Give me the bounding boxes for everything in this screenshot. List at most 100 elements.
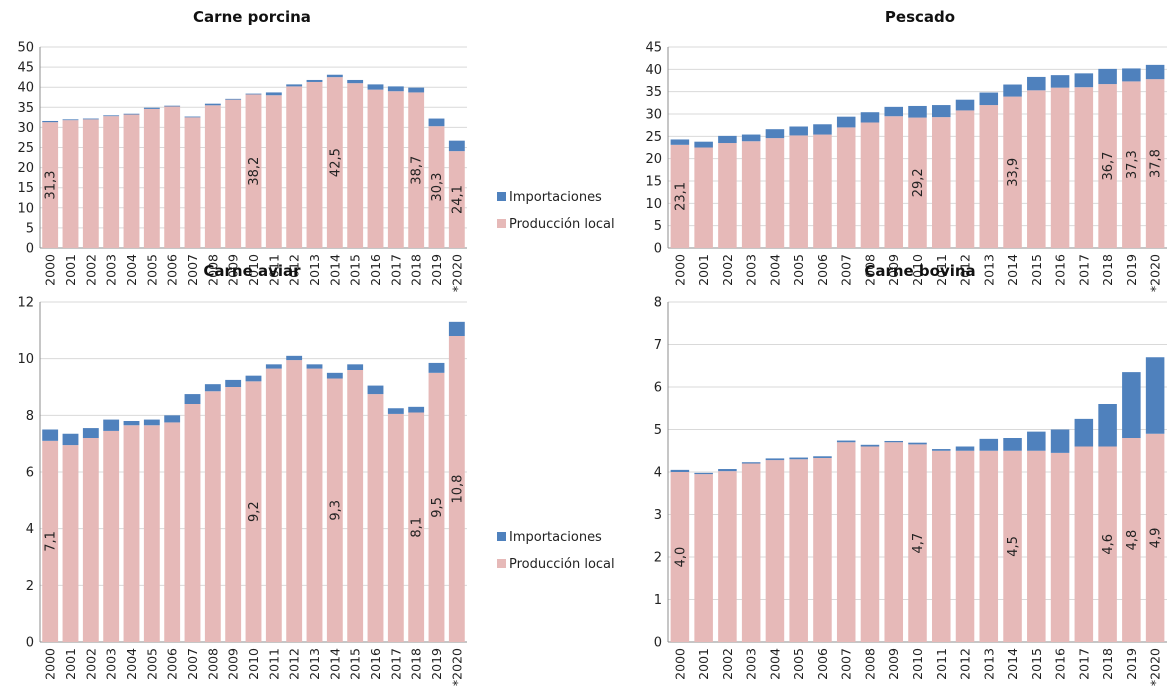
bar-importaciones	[42, 120, 59, 123]
x-tick-label: 2007	[839, 648, 854, 680]
y-tick-label: 20	[645, 152, 662, 167]
data-label: 10,8	[450, 475, 465, 504]
bar-produccion-local	[62, 445, 79, 642]
x-tick-label: 2011	[934, 648, 949, 680]
data-label: 37,3	[1125, 150, 1140, 179]
bar-produccion-local	[62, 120, 79, 248]
bar-produccion-local	[286, 86, 303, 248]
x-tick-label: 2016	[1053, 254, 1068, 286]
bar-produccion-local	[670, 144, 690, 248]
bar-produccion-local	[813, 134, 832, 248]
bar-produccion-local	[1098, 84, 1117, 248]
bar-produccion-local	[103, 116, 120, 248]
data-label: 31,3	[44, 171, 59, 200]
x-tick-label: *2020	[1148, 648, 1163, 686]
bar-produccion-local	[908, 117, 927, 248]
bar-importaciones	[1098, 68, 1117, 85]
legend-bottom: Importaciones Producción local	[497, 530, 615, 572]
x-tick-label: 2001	[696, 648, 711, 680]
legend-swatch-importaciones	[497, 192, 506, 201]
bar-produccion-local	[42, 440, 59, 642]
bar-produccion-local	[718, 143, 737, 248]
y-tick-label: 6	[26, 466, 34, 481]
bar-importaciones	[143, 107, 160, 109]
y-tick-label: 2	[26, 579, 34, 594]
y-tick-label: 5	[654, 219, 662, 234]
data-label: 4,6	[1101, 534, 1116, 555]
bar-importaciones	[184, 394, 201, 404]
x-tick-label: *2020	[1148, 254, 1163, 292]
x-tick-label: 2014	[1005, 254, 1020, 286]
data-label: 33,9	[1006, 158, 1021, 187]
y-tick-label: 12	[17, 296, 34, 311]
bar-produccion-local	[694, 147, 713, 248]
bar-importaciones	[82, 118, 99, 120]
bar-importaciones	[428, 118, 445, 127]
bar-produccion-local	[347, 83, 364, 249]
bar-importaciones	[367, 385, 384, 395]
y-tick-label: 8	[654, 296, 662, 311]
bar-importaciones	[408, 406, 425, 413]
bar-produccion-local	[1003, 450, 1022, 642]
x-tick-label: 2004	[124, 254, 139, 286]
legend-swatch-importaciones	[497, 532, 506, 541]
bar-produccion-local	[836, 442, 856, 642]
bar-produccion-local	[670, 472, 690, 642]
bar-importaciones	[884, 440, 904, 443]
y-tick-label: 40	[17, 81, 34, 96]
x-tick-label: 2014	[1005, 648, 1020, 680]
chart-title: Pescado	[885, 8, 955, 26]
bar-produccion-local	[1050, 87, 1070, 248]
y-tick-label: 30	[645, 108, 662, 123]
bar-importaciones	[1098, 404, 1117, 447]
x-tick-label: 2003	[104, 254, 119, 286]
y-tick-label: 25	[17, 141, 34, 156]
x-tick-label: 2013	[307, 648, 322, 680]
bar-importaciones	[326, 74, 343, 78]
x-tick-label: 2007	[185, 254, 200, 286]
x-tick-label: 2002	[720, 648, 735, 680]
bar-produccion-local	[265, 368, 282, 642]
x-tick-label: 2015	[1029, 648, 1044, 680]
chart-title: Carne porcina	[193, 8, 311, 26]
bar-produccion-local	[408, 412, 425, 642]
y-tick-label: 0	[654, 636, 662, 651]
bar-importaciones	[62, 119, 79, 121]
bar-produccion-local	[286, 360, 303, 642]
x-tick-label: 2008	[862, 254, 877, 286]
bar-importaciones	[448, 140, 465, 152]
x-tick-label: 2013	[307, 254, 322, 286]
bar-importaciones	[694, 472, 713, 475]
data-label: 38,7	[410, 156, 425, 185]
x-tick-label: 2003	[104, 648, 119, 680]
legend-label-importaciones: Importaciones	[509, 530, 602, 545]
bar-importaciones	[908, 442, 927, 445]
data-label: 29,2	[911, 168, 926, 197]
bar-importaciones	[387, 408, 404, 414]
bar-produccion-local	[1027, 450, 1046, 642]
bar-importaciones	[670, 469, 690, 472]
x-tick-label: 2004	[767, 254, 782, 286]
data-label: 4,5	[1006, 536, 1021, 557]
x-tick-label: *2020	[449, 254, 464, 292]
y-tick-label: 35	[17, 101, 34, 116]
bar-produccion-local	[225, 99, 242, 248]
x-tick-label: 2006	[815, 254, 830, 286]
y-tick-label: 10	[17, 201, 34, 216]
x-tick-label: 2018	[409, 254, 424, 286]
bar-importaciones	[789, 457, 808, 460]
bar-importaciones	[931, 105, 951, 118]
chart-bovina: Carne bovina 0 1 2 3 4 5 6 7 8 2000 2001 2002 2003 200…	[654, 262, 1167, 686]
bar-produccion-local	[387, 413, 404, 642]
x-tick-label: 2001	[63, 254, 78, 286]
data-label: 24,1	[450, 185, 465, 214]
chart-title: Carne bovina	[864, 262, 975, 280]
x-tick-label: 2015	[348, 648, 363, 680]
bar-produccion-local	[1074, 87, 1094, 248]
x-tick-label: 2012	[287, 254, 302, 286]
data-label: 42,5	[328, 148, 343, 177]
bar-produccion-local	[718, 471, 737, 642]
x-tick-label: 2001	[63, 648, 78, 680]
x-tick-label: 2006	[165, 254, 180, 286]
y-tick-label: 8	[26, 409, 34, 424]
